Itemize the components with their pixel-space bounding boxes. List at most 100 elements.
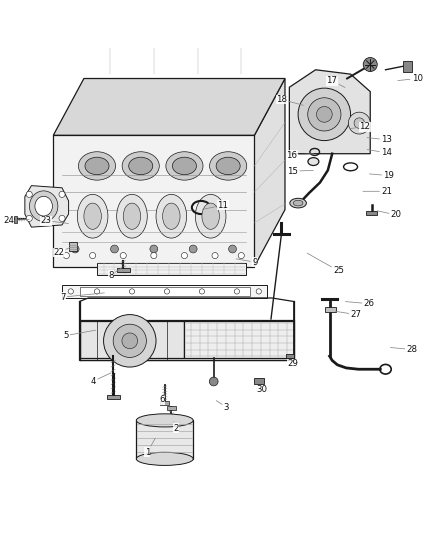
Circle shape — [89, 253, 95, 259]
Ellipse shape — [293, 200, 303, 206]
Text: 27: 27 — [336, 310, 361, 319]
Ellipse shape — [136, 414, 193, 427]
Text: 6: 6 — [159, 393, 164, 405]
Circle shape — [26, 215, 32, 222]
Text: 23: 23 — [40, 216, 68, 225]
Ellipse shape — [209, 152, 247, 180]
Polygon shape — [325, 306, 336, 312]
Text: 5: 5 — [63, 330, 95, 340]
Circle shape — [110, 245, 118, 253]
Circle shape — [229, 245, 237, 253]
Circle shape — [122, 333, 138, 349]
Circle shape — [71, 245, 79, 253]
Circle shape — [129, 289, 134, 294]
Polygon shape — [403, 61, 412, 72]
Text: 20: 20 — [377, 211, 402, 220]
Text: 28: 28 — [390, 345, 417, 354]
Ellipse shape — [202, 203, 219, 229]
Text: 24: 24 — [3, 216, 29, 225]
Circle shape — [199, 289, 205, 294]
Text: 10: 10 — [398, 74, 423, 83]
Text: 8: 8 — [108, 268, 121, 280]
Circle shape — [308, 98, 341, 131]
Text: 21: 21 — [363, 187, 392, 196]
Circle shape — [354, 118, 364, 128]
Polygon shape — [167, 406, 176, 410]
Polygon shape — [286, 354, 294, 358]
Polygon shape — [69, 243, 78, 251]
Ellipse shape — [166, 152, 203, 180]
Polygon shape — [25, 185, 69, 227]
Ellipse shape — [216, 157, 240, 175]
Circle shape — [26, 191, 32, 197]
Ellipse shape — [29, 191, 58, 222]
Circle shape — [209, 377, 218, 386]
Text: 26: 26 — [346, 299, 374, 308]
Polygon shape — [14, 216, 18, 223]
Text: 17: 17 — [326, 76, 345, 87]
Circle shape — [189, 245, 197, 253]
Text: 3: 3 — [216, 401, 229, 412]
Circle shape — [238, 253, 244, 259]
Polygon shape — [80, 321, 184, 358]
Polygon shape — [117, 268, 130, 272]
Circle shape — [151, 253, 157, 259]
Polygon shape — [53, 135, 254, 266]
Text: 16: 16 — [286, 150, 313, 159]
Circle shape — [120, 253, 126, 259]
Circle shape — [113, 324, 146, 358]
Circle shape — [256, 289, 261, 294]
Polygon shape — [62, 285, 268, 298]
Ellipse shape — [35, 196, 53, 216]
Text: 30: 30 — [257, 382, 268, 394]
Text: 2: 2 — [173, 422, 178, 433]
Text: 25: 25 — [307, 253, 344, 276]
Ellipse shape — [162, 203, 180, 229]
Polygon shape — [366, 211, 377, 215]
Polygon shape — [53, 78, 285, 135]
Ellipse shape — [117, 195, 147, 238]
Ellipse shape — [195, 195, 226, 238]
Text: 7: 7 — [60, 293, 104, 302]
Text: 19: 19 — [369, 171, 394, 180]
Text: 11: 11 — [202, 201, 228, 210]
Polygon shape — [254, 378, 264, 384]
Circle shape — [212, 253, 218, 259]
Ellipse shape — [122, 152, 159, 180]
Polygon shape — [136, 421, 193, 459]
Ellipse shape — [85, 157, 109, 175]
Circle shape — [363, 58, 377, 71]
Text: 12: 12 — [350, 122, 370, 131]
Circle shape — [317, 107, 332, 122]
Circle shape — [59, 191, 65, 197]
Text: 18: 18 — [276, 95, 304, 105]
Circle shape — [181, 253, 187, 259]
Polygon shape — [80, 287, 250, 296]
Ellipse shape — [136, 453, 193, 465]
Polygon shape — [184, 321, 294, 358]
Text: 13: 13 — [367, 135, 392, 144]
Text: 22: 22 — [53, 247, 71, 257]
Ellipse shape — [78, 195, 108, 238]
Ellipse shape — [308, 158, 319, 166]
Ellipse shape — [123, 203, 141, 229]
Text: 4: 4 — [91, 373, 111, 385]
Circle shape — [348, 112, 370, 134]
Ellipse shape — [84, 203, 101, 229]
Circle shape — [150, 245, 158, 253]
Polygon shape — [254, 78, 285, 266]
Ellipse shape — [78, 152, 116, 180]
Circle shape — [298, 88, 350, 141]
Circle shape — [64, 253, 70, 259]
Polygon shape — [97, 263, 246, 275]
Text: 15: 15 — [287, 167, 313, 176]
Ellipse shape — [129, 157, 153, 175]
Ellipse shape — [156, 195, 187, 238]
Ellipse shape — [290, 198, 307, 208]
Text: 14: 14 — [367, 148, 392, 157]
Polygon shape — [106, 394, 120, 399]
Circle shape — [103, 314, 156, 367]
Circle shape — [234, 289, 240, 294]
Circle shape — [94, 289, 99, 294]
Polygon shape — [160, 401, 169, 405]
